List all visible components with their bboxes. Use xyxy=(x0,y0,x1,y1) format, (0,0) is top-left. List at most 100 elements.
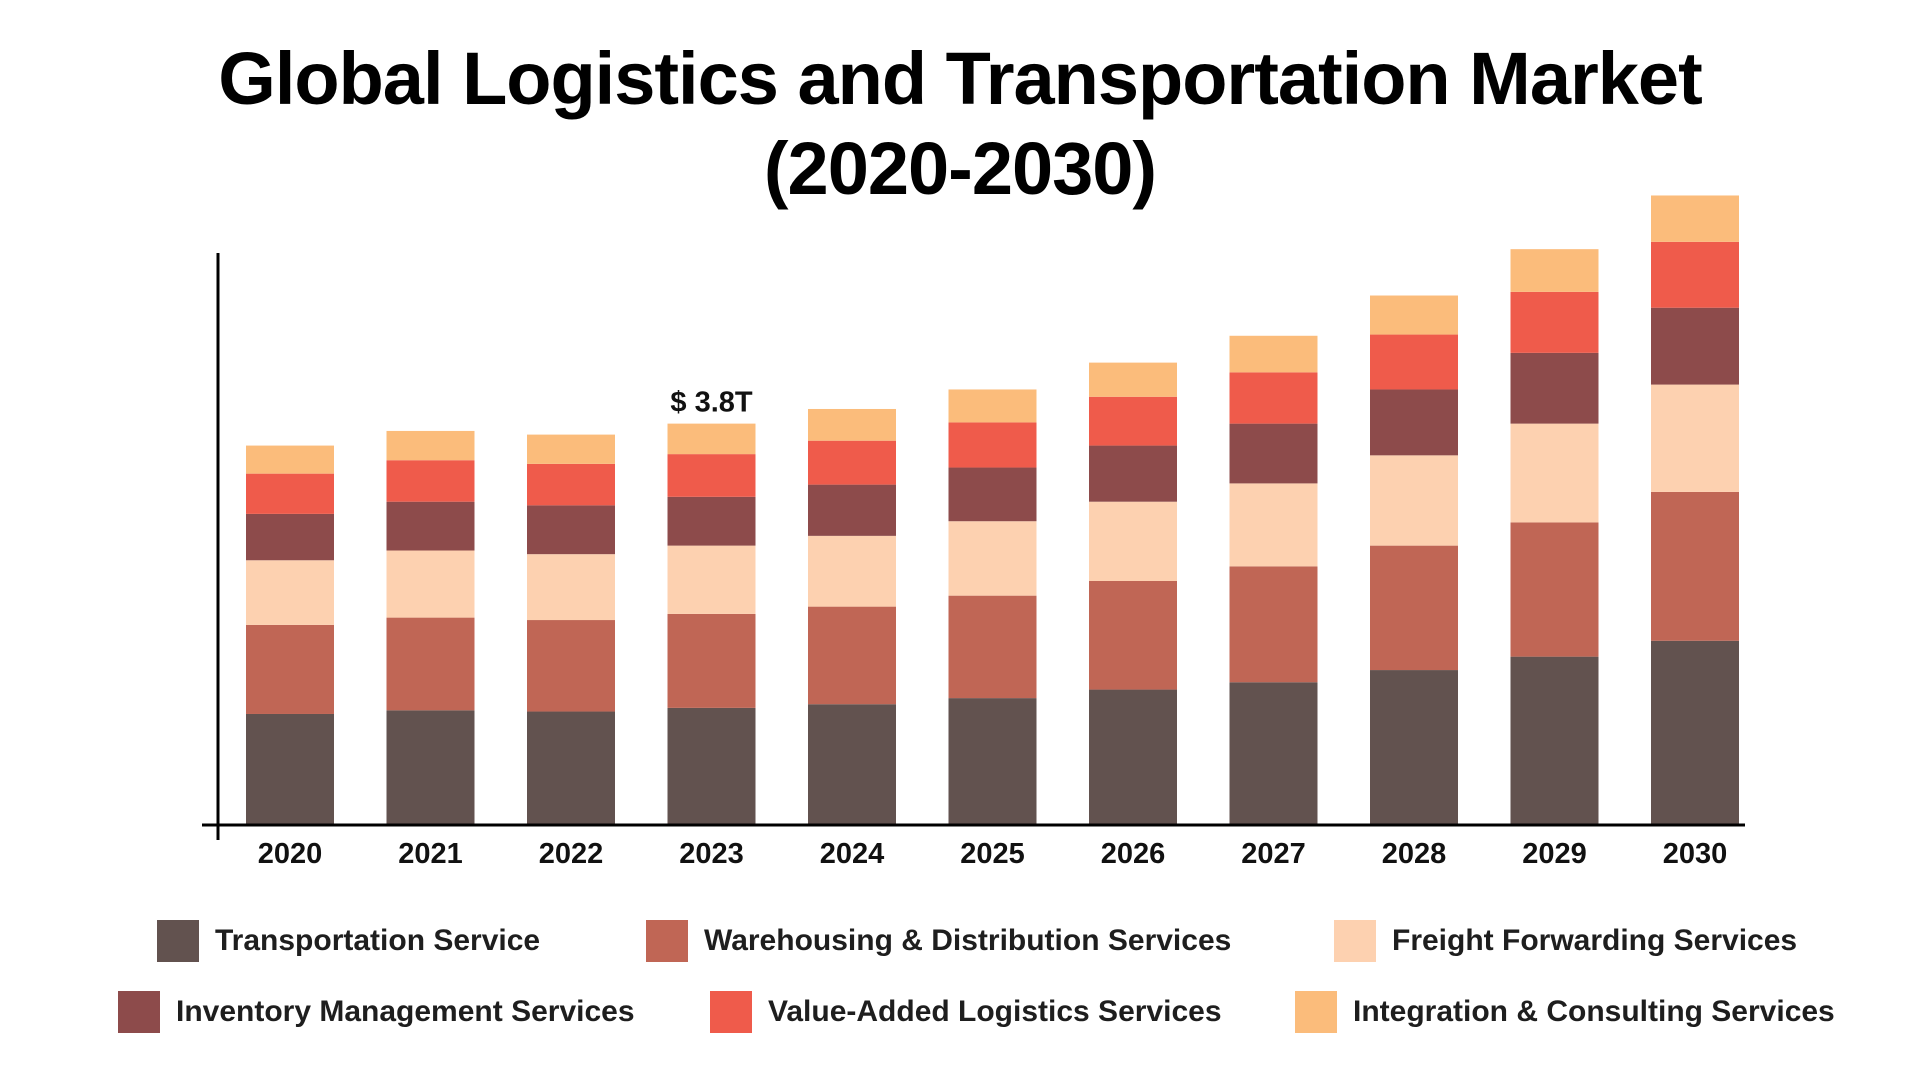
chart-title-line1: Global Logistics and Transportation Mark… xyxy=(218,37,1702,120)
bar-segment-2022-5 xyxy=(527,434,615,464)
bar-segment-2023-3 xyxy=(667,496,756,546)
bar-group xyxy=(246,195,1739,825)
bar-segment-2024-4 xyxy=(808,440,896,485)
bar-segment-2028-4 xyxy=(1370,334,1458,390)
bar-segment-2028-0 xyxy=(1370,670,1458,825)
bar-segment-2030-0 xyxy=(1651,640,1739,825)
bar-segment-2020-2 xyxy=(246,560,334,625)
bar-segment-2022-3 xyxy=(527,505,615,555)
x-tick-label: 2029 xyxy=(1522,838,1587,870)
bar-segment-2026-4 xyxy=(1089,396,1177,446)
bar-segment-2025-1 xyxy=(948,595,1037,699)
x-tick-label: 2026 xyxy=(1101,838,1166,870)
legend-swatch xyxy=(710,991,752,1033)
x-tick-label: 2023 xyxy=(679,838,744,870)
bar-segment-2027-0 xyxy=(1229,682,1318,825)
x-tick-label: 2020 xyxy=(258,838,323,870)
bar-segment-2021-0 xyxy=(386,710,475,825)
legend-item-value-added: Value-Added Logistics Services xyxy=(710,990,1222,1034)
bar-segment-2030-5 xyxy=(1651,195,1739,242)
bar-segment-2026-1 xyxy=(1089,581,1177,690)
bar-segment-2023-5 xyxy=(667,423,756,455)
legend-swatch xyxy=(157,920,199,962)
bar-segment-2026-0 xyxy=(1089,689,1177,825)
data-label-2023: $ 3.8T xyxy=(670,387,752,419)
bar-segment-2026-5 xyxy=(1089,362,1177,397)
x-tick-label: 2025 xyxy=(960,838,1025,870)
bar-segment-2030-3 xyxy=(1651,307,1739,385)
bar-segment-2022-4 xyxy=(527,463,615,506)
bar-segment-2021-4 xyxy=(386,460,475,502)
x-tick-label: 2030 xyxy=(1663,838,1728,870)
bar-segment-2024-3 xyxy=(808,484,896,536)
bar-segment-2024-0 xyxy=(808,704,896,825)
bar-segment-2021-3 xyxy=(386,501,475,551)
legend-label: Freight Forwarding Services xyxy=(1392,924,1798,957)
bar-segment-2029-0 xyxy=(1510,656,1599,825)
stacked-bar-chart: 2020 2021 2022 2023 $ 3.8T 2024 2025 2026 2027 20… xyxy=(202,195,1745,870)
bar-segment-2022-1 xyxy=(527,620,615,712)
legend-label: Inventory Management Services xyxy=(176,995,635,1028)
bar-segment-2023-0 xyxy=(667,707,756,825)
legend-swatch xyxy=(1334,920,1376,962)
bar-segment-2025-2 xyxy=(948,521,1037,596)
bar-segment-2022-0 xyxy=(527,711,615,825)
legend-item-warehousing: Warehousing & Distribution Services xyxy=(646,919,1231,963)
legend-swatch xyxy=(646,920,688,962)
legend-label: Value-Added Logistics Services xyxy=(768,995,1222,1028)
bar-segment-2026-2 xyxy=(1089,501,1177,581)
chart-title-line2: (2020-2030) xyxy=(763,127,1157,210)
legend-item-transportation: Transportation Service xyxy=(157,919,540,963)
legend-swatch xyxy=(118,991,160,1033)
bar-segment-2020-4 xyxy=(246,473,334,514)
bar-segment-2024-1 xyxy=(808,606,896,705)
bar-segment-2029-2 xyxy=(1510,423,1599,523)
legend-item-integration: Integration & Consulting Services xyxy=(1295,990,1835,1034)
x-tick-label: 2022 xyxy=(539,838,604,870)
legend-label: Transportation Service xyxy=(215,924,541,957)
bar-segment-2027-4 xyxy=(1229,372,1318,424)
bar-segment-2023-4 xyxy=(667,454,756,497)
bar-segment-2021-5 xyxy=(386,430,475,461)
bar-segment-2030-4 xyxy=(1651,241,1739,308)
bar-segment-2026-3 xyxy=(1089,445,1177,502)
bar-segment-2028-3 xyxy=(1370,389,1458,456)
bar-segment-2030-2 xyxy=(1651,384,1739,492)
bar-segment-2027-5 xyxy=(1229,335,1318,373)
legend-label: Integration & Consulting Services xyxy=(1353,995,1835,1028)
bar-segment-2022-2 xyxy=(527,554,615,621)
label-group: 2020 2021 2022 2023 $ 3.8T 2024 2025 2026 2027 20… xyxy=(258,387,1728,870)
chart-title: Global Logistics and Transportation Mark… xyxy=(0,34,1920,214)
bar-segment-2028-1 xyxy=(1370,545,1458,671)
bar-segment-2027-3 xyxy=(1229,423,1318,484)
bar-segment-2025-0 xyxy=(948,698,1037,825)
bar-segment-2020-5 xyxy=(246,445,334,474)
bar-segment-2028-5 xyxy=(1370,295,1458,335)
bar-segment-2020-3 xyxy=(246,513,334,561)
bar-segment-2030-1 xyxy=(1651,491,1739,641)
bar-segment-2024-2 xyxy=(808,535,896,607)
bar-segment-2029-4 xyxy=(1510,291,1599,353)
bar-segment-2028-2 xyxy=(1370,455,1458,546)
legend-label: Warehousing & Distribution Services xyxy=(704,924,1232,957)
bar-segment-2029-5 xyxy=(1510,249,1599,292)
bar-segment-2021-2 xyxy=(386,550,475,618)
x-tick-label: 2028 xyxy=(1382,838,1447,870)
legend-swatch xyxy=(1295,991,1337,1033)
x-tick-label: 2024 xyxy=(820,838,885,870)
bar-segment-2023-1 xyxy=(667,613,756,708)
bar-segment-2027-2 xyxy=(1229,483,1318,567)
bar-segment-2020-0 xyxy=(246,713,334,825)
bar-segment-2023-2 xyxy=(667,545,756,614)
bar-segment-2020-1 xyxy=(246,624,334,714)
bar-segment-2027-1 xyxy=(1229,566,1318,683)
bar-segment-2025-3 xyxy=(948,467,1037,522)
bar-segment-2029-3 xyxy=(1510,352,1599,424)
x-tick-label: 2021 xyxy=(398,838,463,870)
bar-segment-2025-5 xyxy=(948,389,1037,423)
bar-segment-2021-1 xyxy=(386,617,475,711)
bar-segment-2029-1 xyxy=(1510,522,1599,657)
legend-item-inventory: Inventory Management Services xyxy=(118,990,635,1034)
bar-segment-2024-5 xyxy=(808,408,896,441)
x-tick-label: 2027 xyxy=(1241,838,1306,870)
